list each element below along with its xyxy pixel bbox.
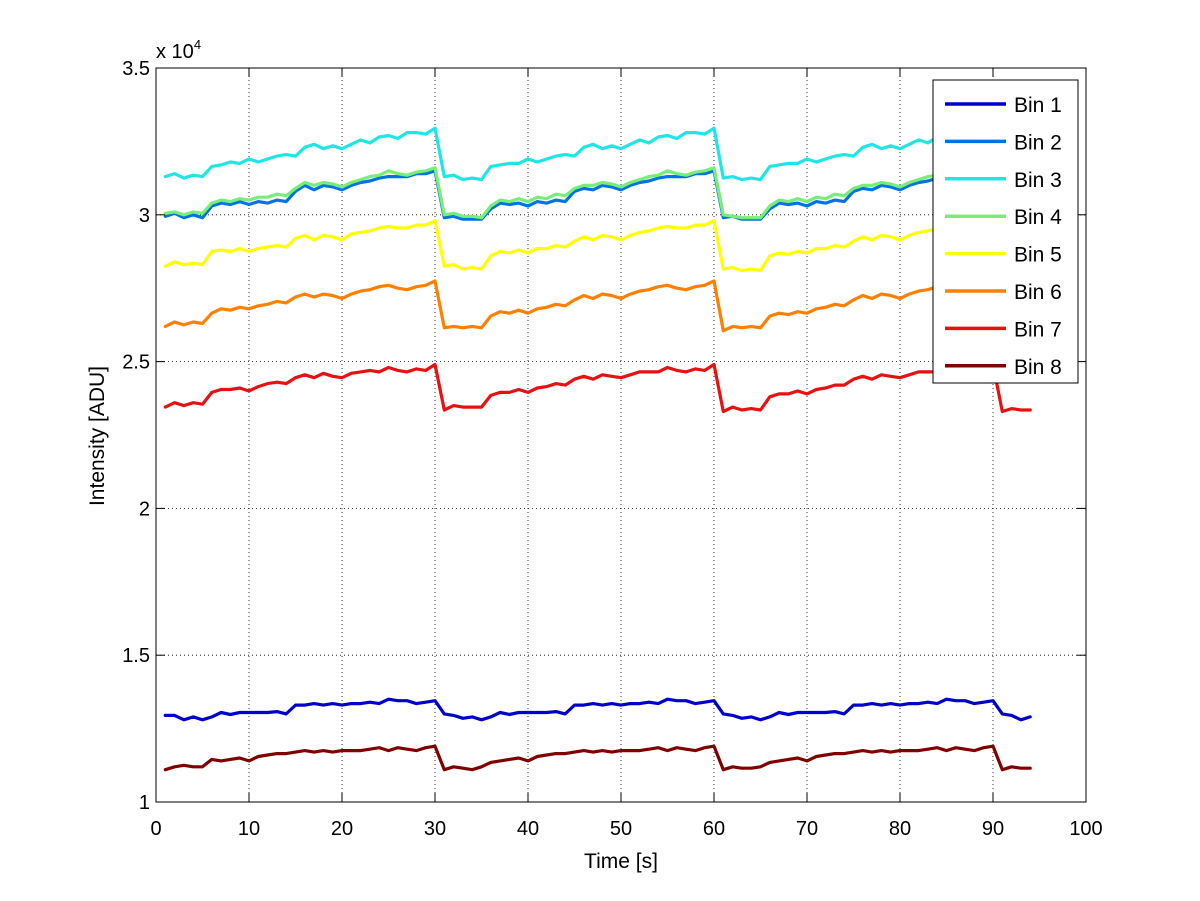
y-tick-label: 3.5: [122, 58, 150, 80]
x-tick-label: 50: [610, 818, 632, 840]
series-line-bin-2: [163, 169, 1032, 221]
y-axis-label: Intensity [ADU]: [86, 366, 109, 506]
series-line-bin-4: [163, 166, 1032, 220]
legend-label: Bin 8: [1014, 356, 1062, 379]
legend-label: Bin 6: [1014, 281, 1062, 304]
legend-label: Bin 3: [1014, 169, 1062, 192]
x-tick-label: 80: [889, 818, 911, 840]
x-axis-label: Time [s]: [584, 850, 658, 873]
legend-label: Bin 5: [1014, 244, 1062, 267]
series-line-bin-6: [163, 279, 1032, 334]
x-tick-label: 100: [1069, 818, 1102, 840]
x-tick-label: 30: [424, 818, 446, 840]
x-tick-label: 10: [238, 818, 260, 840]
series-line-bin-1: [163, 697, 1032, 722]
y-multiplier-exponent: 4: [194, 37, 201, 52]
y-multiplier-label: x 104: [156, 37, 201, 63]
x-tick-label: 40: [517, 818, 539, 840]
x-tick-label: 70: [796, 818, 818, 840]
series-line-bin-8: [163, 744, 1032, 772]
x-tick-label: 20: [331, 818, 353, 840]
series-line-bin-3: [163, 126, 1032, 182]
legend-box: [932, 79, 1079, 384]
x-tick-label: 60: [703, 818, 725, 840]
y-tick-label: 3: [139, 205, 150, 227]
x-tick-label: 90: [982, 818, 1004, 840]
y-tick-label: 1: [139, 792, 150, 814]
series-line-bin-5: [163, 219, 1032, 273]
legend-label: Bin 4: [1014, 206, 1062, 229]
series-line-bin-7: [163, 362, 1032, 414]
legend: Bin 1 Bin 2 Bin 3 Bin 4 Bin 5 Bin 6 Bin 7 Bin 8: [932, 79, 1079, 384]
grid-lines: [156, 68, 1086, 802]
legend-label: Bin 2: [1014, 131, 1062, 154]
series-lines: [163, 126, 1032, 772]
y-tick-label: 2: [139, 498, 150, 520]
tick-labels: 0 10 20 30 40 50 60 70 80 90 100 1 1.5 2 2.5 3 3.5: [122, 58, 1103, 840]
x-tick-label: 0: [150, 818, 161, 840]
y-tick-label: 1.5: [122, 645, 150, 667]
legend-label: Bin 1: [1014, 94, 1062, 117]
axis-ticks: [155, 67, 1087, 803]
legend-label: Bin 7: [1014, 318, 1062, 341]
y-tick-label: 2.5: [122, 352, 150, 374]
